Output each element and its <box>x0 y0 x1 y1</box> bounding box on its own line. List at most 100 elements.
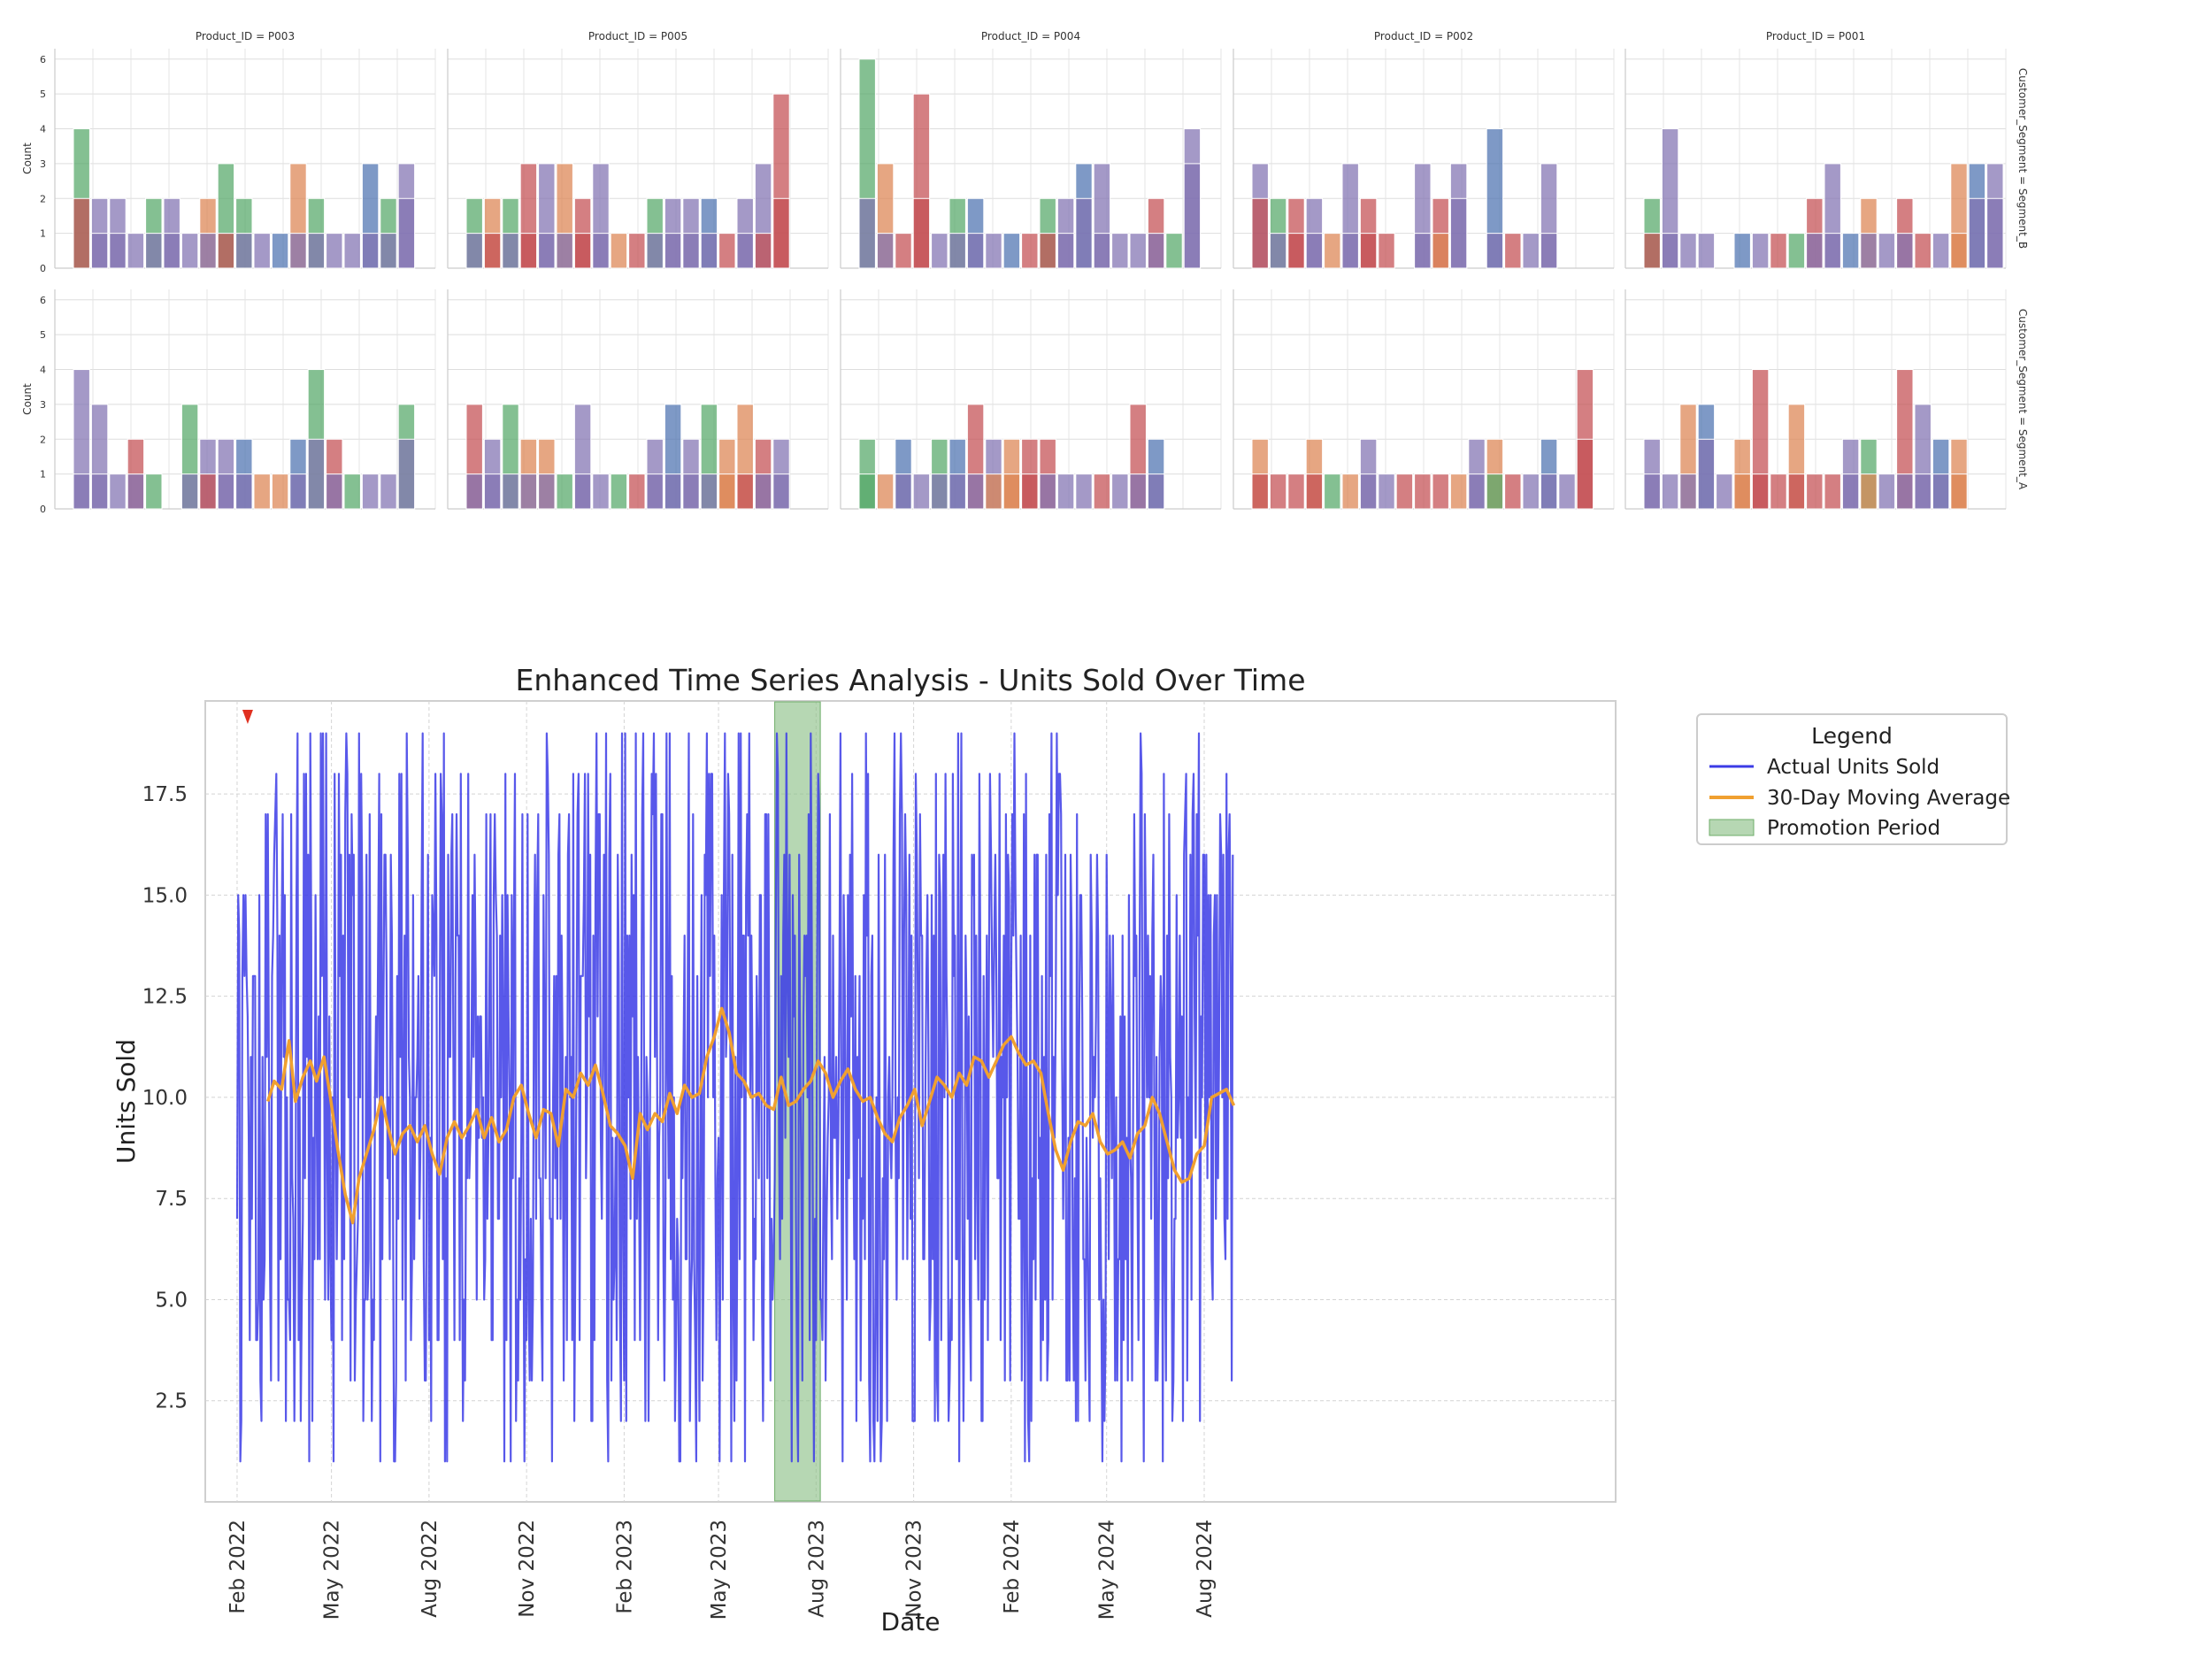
y-tick-label: 5 <box>40 329 46 341</box>
histogram-bar <box>1504 233 1522 269</box>
histogram-bar <box>1269 233 1287 269</box>
histogram-bar <box>217 473 235 510</box>
histogram-bar <box>1522 473 1540 510</box>
histogram-bar <box>646 473 664 510</box>
histogram-bar <box>1287 233 1305 269</box>
histogram-bar <box>1733 473 1751 510</box>
histogram-bar <box>1305 473 1324 510</box>
y-tick-label: 10.0 <box>142 1087 188 1110</box>
histogram-bar <box>307 438 326 510</box>
histogram-bar <box>1824 473 1841 510</box>
histogram-bar <box>592 473 610 510</box>
histogram-bar <box>1770 473 1787 510</box>
histogram-bar <box>127 473 145 510</box>
histogram-bar <box>1806 473 1824 510</box>
legend-swatch-promotion <box>1709 819 1755 836</box>
y-tick-label: 3 <box>40 399 46 411</box>
histogram-bar <box>1414 473 1432 510</box>
histogram-bar <box>1378 233 1395 269</box>
histogram-bar <box>1021 473 1039 510</box>
facet-panel: Product_ID = P003 0 1 2 3 4 5 6 Count <box>21 30 436 274</box>
histogram-bar <box>180 473 199 510</box>
histogram-bar <box>1643 233 1661 269</box>
x-tick-label: Nov 2022 <box>516 1520 539 1618</box>
histogram-bar <box>985 473 1002 510</box>
histogram-bar <box>109 473 127 510</box>
histogram-bar <box>253 233 271 269</box>
x-tick-label: May 2024 <box>1096 1520 1119 1620</box>
y-tick-label: 2 <box>40 434 46 445</box>
histogram-bar <box>949 473 966 510</box>
y-tick-label: 1 <box>40 469 46 481</box>
histogram-bar <box>1341 233 1359 269</box>
histogram-bar <box>646 233 664 269</box>
histogram-bar <box>1039 233 1056 269</box>
histogram-bar <box>1021 233 1039 269</box>
y-tick-label: 6 <box>40 295 46 306</box>
histogram-bar <box>1395 473 1414 510</box>
y-tick-label: 5 <box>40 89 46 100</box>
histogram-bar <box>1002 233 1021 269</box>
facet-row-title: Customer_Segment = Segment_B <box>2016 68 2029 249</box>
histogram-bar <box>1733 233 1751 269</box>
histogram-bar <box>772 197 790 269</box>
histogram-bar <box>1251 473 1269 510</box>
histogram-bar <box>1093 233 1111 269</box>
facet-panel: 0 1 2 3 4 5 6 Count <box>21 289 436 515</box>
histogram-bar <box>1679 233 1697 269</box>
histogram-bar <box>235 233 253 269</box>
facet-panel <box>1233 289 1615 510</box>
histogram-bar <box>1950 473 1968 510</box>
x-tick-label: Aug 2024 <box>1194 1520 1217 1618</box>
facet-column-title: Product_ID = P005 <box>588 30 687 42</box>
histogram-bar <box>1147 233 1165 269</box>
histogram-bar <box>519 233 538 269</box>
histogram-bar <box>895 473 912 510</box>
x-tick-label: Feb 2024 <box>1001 1520 1024 1614</box>
histogram-bar <box>1968 197 1986 269</box>
y-tick-label: 2 <box>40 193 46 204</box>
x-axis-label: Date <box>881 1607 941 1636</box>
histogram-bar <box>397 197 416 269</box>
histogram-bar <box>465 473 483 510</box>
histogram-bar <box>1111 473 1129 510</box>
histogram-bar <box>1540 233 1558 269</box>
histogram-bar <box>1770 233 1787 269</box>
histogram-bar <box>271 233 289 269</box>
histogram-bar <box>1075 473 1093 510</box>
y-tick-label: 3 <box>40 158 46 170</box>
y-tick-label: 7.5 <box>155 1188 188 1211</box>
histogram-bar <box>876 473 895 510</box>
histogram-bar <box>361 473 380 510</box>
histogram-bar <box>1986 197 2004 269</box>
histogram-bar <box>289 473 307 510</box>
histogram-bar <box>1305 233 1324 269</box>
legend-entry: 30-Day Moving Average <box>1767 787 2010 810</box>
facet-row-title: Customer_Segment = Segment_A <box>2016 309 2029 490</box>
histogram-bar <box>858 197 876 269</box>
histogram-bar <box>502 473 519 510</box>
histogram-bar <box>326 473 343 510</box>
y-tick-label: 0 <box>40 263 46 274</box>
histogram-bar <box>1449 473 1468 510</box>
histogram-bar <box>1522 233 1540 269</box>
histogram-bar <box>1860 473 1878 510</box>
histogram-bar <box>253 473 271 510</box>
histogram-bar <box>1878 233 1896 269</box>
histogram-bar <box>1679 473 1697 510</box>
histogram-bar <box>985 233 1002 269</box>
histogram-bar <box>966 473 985 510</box>
chart-title: Enhanced Time Series Analysis - Units So… <box>516 663 1306 697</box>
facet-panel <box>1624 289 2007 510</box>
moving-average-line <box>266 1006 1236 1225</box>
histogram-bar <box>1824 233 1841 269</box>
histogram-bar <box>380 473 397 510</box>
histogram-bar <box>1432 233 1449 269</box>
facet-panel <box>447 289 829 510</box>
x-tick-label: Feb 2023 <box>613 1520 636 1614</box>
histogram-bar <box>199 473 217 510</box>
histogram-bar <box>754 473 772 510</box>
histogram-bar <box>1359 233 1378 269</box>
histogram-bar <box>1414 233 1432 269</box>
histogram-bar <box>1359 473 1378 510</box>
